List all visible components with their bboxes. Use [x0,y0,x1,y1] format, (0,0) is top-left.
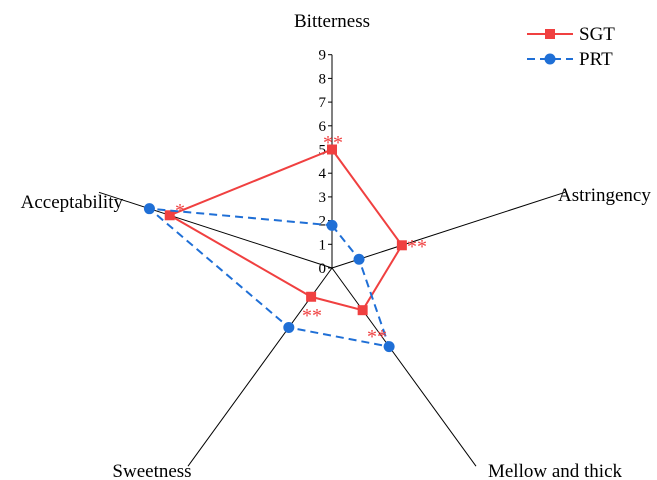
axes-layer [98,54,566,467]
significance-annotations: ********* [175,132,427,348]
data-point-prt-astringency [353,253,365,265]
annotation-astringency: ** [407,236,427,258]
axis-label-bitterness: Bitterness [294,11,370,32]
axis-line-acceptability [98,191,333,269]
data-point-sgt-sweetness [306,291,317,302]
annotation-acceptability: * [175,200,185,222]
tick-label-1: 1 [319,237,327,253]
axis-label-acceptability: Acceptability [21,192,124,213]
legend: SGT PRT [527,24,615,70]
tick-label-2: 2 [319,214,327,230]
data-point-prt-acceptability [143,203,155,215]
tick-label-6: 6 [319,119,327,135]
axis-label-mellow-and-thick: Mellow and thick [488,461,623,480]
annotation-bitterness: ** [323,132,343,154]
axis-labels: Bitterness Astringency Mellow and thick Swe… [21,11,652,480]
legend-marker-prt [544,53,556,65]
axis-line-astringency [331,191,566,269]
data-point-sgt-astringency [396,240,407,251]
data-point-sgt-bitterness [327,144,337,155]
annotation-sweetness: ** [302,305,322,327]
series-layer [143,144,407,353]
legend-label-sgt: SGT [579,24,615,45]
tick-label-0: 0 [319,261,327,277]
tick-label-8: 8 [319,71,327,87]
series-line-sgt [167,148,404,312]
data-point-prt-mellow-and-thick [383,341,395,353]
data-point-sgt-acceptability [164,210,175,221]
axis-line-mellow-and-thick [331,267,477,467]
tick-labels: 0 1 2 3 4 5 6 7 8 9 [319,48,332,277]
legend-marker-sgt [545,29,555,39]
data-point-sgt-mellow-and-thick [357,305,368,316]
tick-label-7: 7 [319,95,327,111]
tick-label-9: 9 [319,48,327,64]
tick-label-5: 5 [319,143,327,159]
axis-label-astringency: Astringency [558,185,651,206]
data-point-prt-bitterness [326,219,338,231]
legend-label-prt: PRT [579,49,613,70]
series-line-prt [146,207,391,348]
data-point-prt-sweetness [283,321,295,333]
tick-label-3: 3 [319,190,327,206]
annotation-mellow-and-thick: ** [367,326,387,348]
tick-label-4: 4 [319,166,327,182]
axis-label-sweetness: Sweetness [112,461,191,480]
